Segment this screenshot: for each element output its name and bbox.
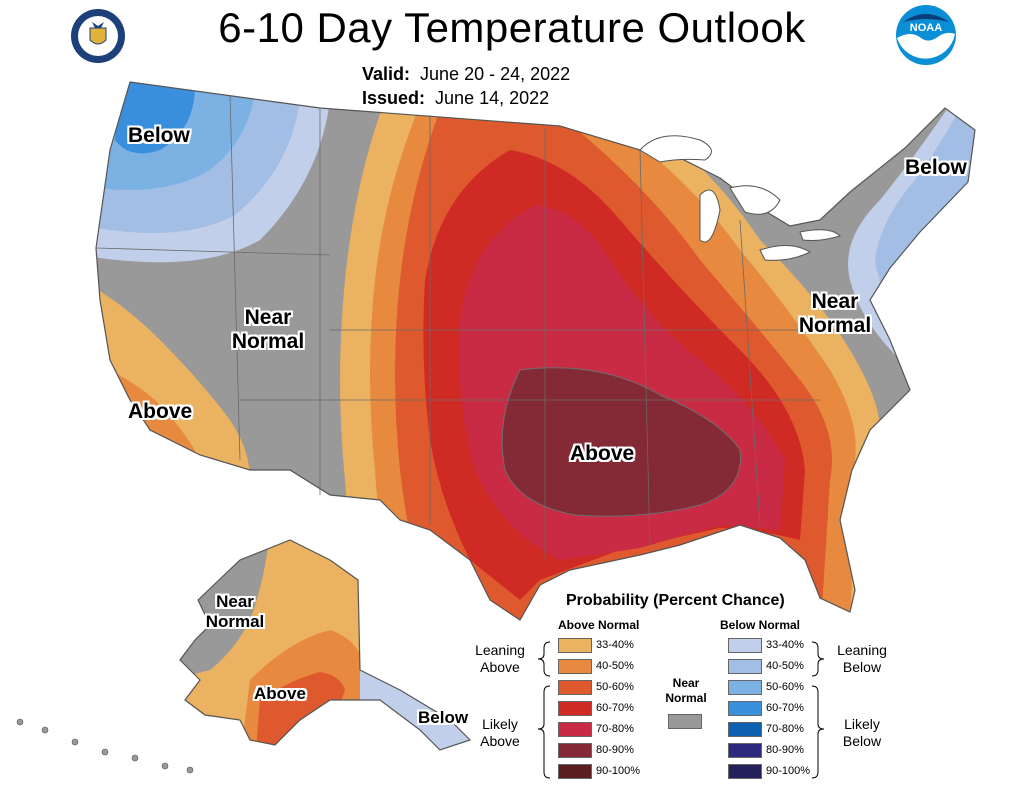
- west-near-normal-label: Near Normal: [218, 306, 318, 354]
- likely-below-line2: Below: [842, 733, 882, 749]
- above-80-90: [501, 367, 741, 517]
- leaning-above-line2: Above: [480, 659, 520, 675]
- valid-label: Valid:: [362, 64, 411, 84]
- west-near-text: Near: [244, 306, 292, 329]
- central-above-label: Above: [570, 442, 635, 465]
- leaning-above-label: Leaning Above: [470, 642, 530, 676]
- ak-near-normal-label: Near Normal: [200, 592, 270, 632]
- valid-dates: Valid: June 20 - 24, 2022: [362, 64, 570, 85]
- above-normal-header: Above Normal: [558, 618, 640, 632]
- ak-below-label: Below: [418, 708, 469, 727]
- likely-above-label: Likely Above: [470, 716, 530, 750]
- below-swatch-label-2: 50-60%: [766, 681, 804, 693]
- alaska-outline: [179, 539, 472, 751]
- leaning-below-line2: Below: [842, 659, 882, 675]
- above-swatch-3: [558, 701, 592, 716]
- ca-above-label: Above: [128, 400, 193, 423]
- great-lakes: [639, 135, 841, 261]
- legend-braces: [537, 641, 825, 779]
- east-normal-text: Normal: [798, 314, 872, 337]
- above-swatch-0: [558, 638, 592, 653]
- above-swatch-6: [558, 764, 592, 779]
- west-normal-text: Normal: [231, 330, 305, 353]
- below-swatch-label-1: 40-50%: [766, 660, 804, 672]
- likely-below-line1: Likely: [844, 716, 880, 732]
- below-swatch-3: [728, 701, 762, 716]
- issued-value: June 14, 2022: [435, 88, 550, 108]
- svg-text:NOAA: NOAA: [910, 22, 942, 34]
- state-lines: [95, 95, 870, 560]
- below-swatch-5: [728, 743, 762, 758]
- leaning-above-line1: Leaning: [475, 642, 525, 658]
- near-normal-swatch: [668, 714, 702, 729]
- map-title: 6-10 Day Temperature Outlook: [218, 4, 806, 51]
- likely-above-line2: Above: [480, 733, 520, 749]
- above-swatch-label-5: 80-90%: [596, 744, 634, 756]
- brace-likely-below: [811, 685, 825, 779]
- likely-below-label: Likely Below: [832, 716, 892, 750]
- nw-below-label: Below: [128, 124, 190, 147]
- below-swatch-2: [728, 680, 762, 695]
- ne-below-40-50: [875, 82, 975, 360]
- above-swatch-label-2: 50-60%: [596, 681, 634, 693]
- ak-near-text: Near: [216, 592, 254, 611]
- below-swatch-4: [728, 722, 762, 737]
- below-swatch-label-3: 60-70%: [766, 702, 804, 714]
- below-swatch-label-4: 70-80%: [766, 723, 804, 735]
- below-swatch-label-5: 80-90%: [766, 744, 804, 756]
- valid-value: June 20 - 24, 2022: [420, 64, 571, 84]
- nw-below-60-70: [115, 82, 195, 154]
- below-swatch-label-6: 90-100%: [766, 765, 811, 777]
- ak-normal-text: Normal: [205, 612, 265, 631]
- east-near-text: Near: [811, 290, 859, 313]
- above-swatch-5: [558, 743, 592, 758]
- below-swatch-6: [728, 764, 762, 779]
- below-swatch-0: [728, 638, 762, 653]
- above-swatch-label-1: 40-50%: [596, 660, 634, 672]
- above-swatch-label-0: 33-40%: [596, 639, 634, 651]
- near-normal-legend-label: Near Normal: [656, 676, 716, 706]
- above-swatch-2: [558, 680, 592, 695]
- ak-above-label: Above: [254, 684, 306, 703]
- leaning-below-label: Leaning Below: [832, 642, 892, 676]
- near-text: Near: [672, 676, 700, 690]
- brace-likely-above: [537, 685, 551, 779]
- above-swatch-label-6: 90-100%: [596, 765, 641, 777]
- legend-title: Probability (Percent Chance): [566, 592, 785, 609]
- likely-above-line1: Likely: [482, 716, 518, 732]
- issued-label: Issued:: [362, 88, 426, 108]
- commerce-seal-icon: [71, 9, 125, 63]
- issued-date: Issued: June 14, 2022: [362, 88, 549, 109]
- below-normal-header: Below Normal: [720, 618, 801, 632]
- above-swatch-1: [558, 659, 592, 674]
- brace-leaning-below: [811, 641, 825, 677]
- leaning-below-line1: Leaning: [837, 642, 887, 658]
- below-swatch-label-0: 33-40%: [766, 639, 804, 651]
- above-swatch-label-4: 70-80%: [596, 723, 634, 735]
- above-swatch-label-3: 60-70%: [596, 702, 634, 714]
- legend: Probability (Percent Chance) Above Norma…: [470, 592, 890, 787]
- noaa-logo-icon: NOAA: [896, 5, 956, 65]
- aleutian-islands: [16, 718, 194, 774]
- below-swatch-1: [728, 659, 762, 674]
- east-near-normal-label: Near Normal: [785, 290, 885, 338]
- conus-outline: [95, 81, 976, 621]
- brace-leaning-above: [537, 641, 551, 677]
- conus-shading: [96, 82, 975, 620]
- above-swatch-4: [558, 722, 592, 737]
- normal-text: Normal: [665, 691, 707, 705]
- ne-below-label: Below: [905, 156, 967, 179]
